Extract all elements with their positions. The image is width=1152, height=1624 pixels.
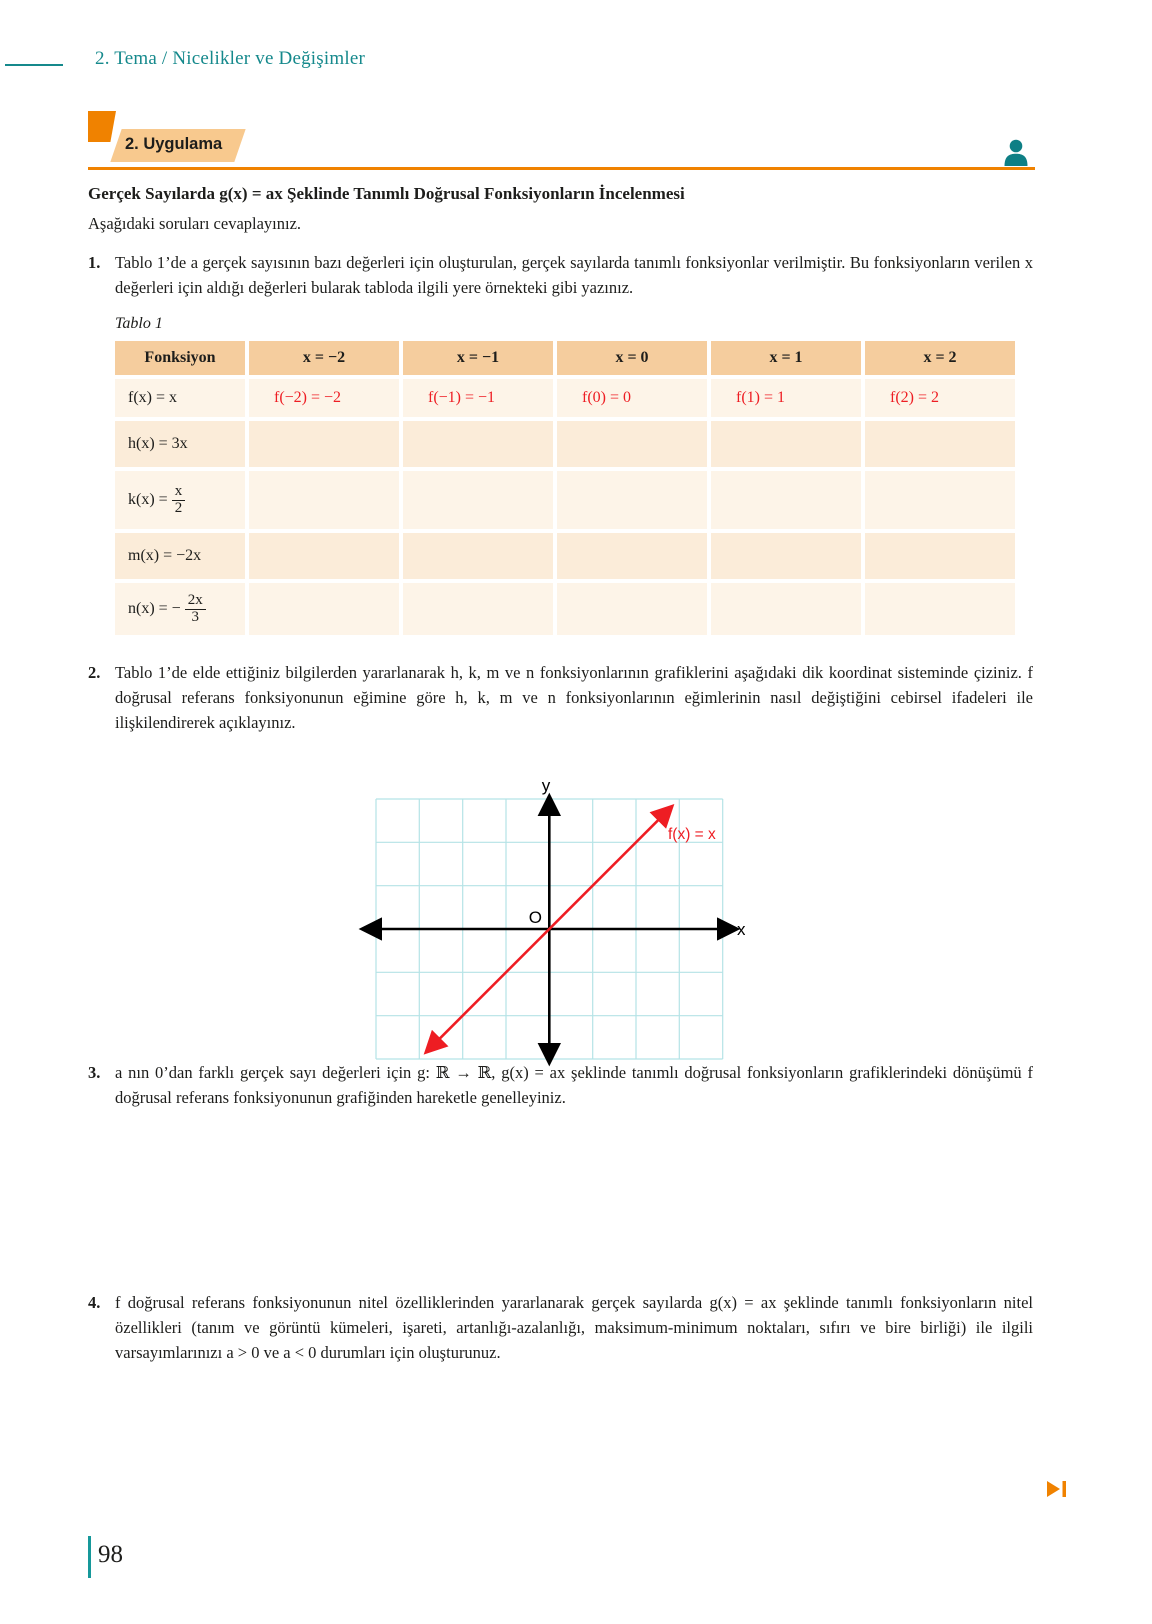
next-page-icon[interactable] <box>1046 1480 1068 1498</box>
question-2: 2. Tablo 1’de elde ettiğiniz bilgilerden… <box>88 660 1033 735</box>
table-func-cell: f(x) = x <box>115 379 245 417</box>
table-answer-cell <box>403 421 553 467</box>
fraction: 2x 3 <box>184 592 206 626</box>
question-1-text: Tablo 1’de a gerçek sayısının bazı değer… <box>115 253 1033 297</box>
table-answer-cell <box>403 533 553 579</box>
origin-label: O <box>529 908 542 927</box>
table-value-cell: f(−1) = −1 <box>403 379 553 417</box>
banner-underline <box>88 167 1035 170</box>
question-3: 3. a nın 0’dan farklı gerçek sayı değerl… <box>88 1060 1033 1110</box>
table-func-cell: h(x) = 3x <box>115 421 245 467</box>
fraction: x 2 <box>171 483 186 517</box>
function-table: Fonksiyon x = −2 x = −1 x = 0 x = 1 x = … <box>115 341 1015 635</box>
table-answer-cell <box>557 421 707 467</box>
table-header-cell: x = −1 <box>403 341 553 375</box>
table-func-cell: k(x) = x 2 <box>115 471 245 529</box>
table-answer-cell <box>249 421 399 467</box>
reference-line <box>423 803 675 1055</box>
page-title: Gerçek Sayılarda g(x) = ax Şeklinde Tanı… <box>88 184 685 203</box>
header-rule <box>5 64 63 66</box>
intro-text: Aşağıdaki soruları cevaplayınız. <box>88 214 302 233</box>
table-header-cell: x = −2 <box>249 341 399 375</box>
page-number-bar <box>88 1536 91 1578</box>
table-answer-cell <box>865 583 1015 635</box>
table-value-cell: f(0) = 0 <box>557 379 707 417</box>
y-axis-label: y <box>542 776 551 795</box>
table-answer-cell <box>249 471 399 529</box>
table-value-cell: f(1) = 1 <box>711 379 861 417</box>
question-2-text: Tablo 1’de elde ettiğiniz bilgilerden ya… <box>115 663 1033 732</box>
table-func-cell: m(x) = −2x <box>115 533 245 579</box>
banner-accent-square <box>88 111 116 142</box>
question-2-number: 2. <box>88 663 101 682</box>
x-axis-label: x <box>737 920 745 939</box>
table-value-cell: f(−2) = −2 <box>249 379 399 417</box>
table-answer-cell <box>711 421 861 467</box>
table-answer-cell <box>711 533 861 579</box>
table-answer-cell <box>711 471 861 529</box>
section-title: 2. Uygulama <box>125 135 223 153</box>
table-header-cell: x = 0 <box>557 341 707 375</box>
table-answer-cell <box>249 533 399 579</box>
table-answer-cell <box>865 471 1015 529</box>
question-3-text: a nın 0’dan farklı gerçek sayı değerleri… <box>115 1063 1033 1107</box>
table-caption: Tablo 1 <box>115 315 163 332</box>
line-label: f(x) = x <box>668 826 716 843</box>
question-4-number: 4. <box>88 1293 101 1312</box>
table-func-cell: n(x) = − 2x 3 <box>115 583 245 635</box>
table-answer-cell <box>403 471 553 529</box>
table-answer-cell <box>403 583 553 635</box>
table-answer-cell <box>557 533 707 579</box>
coordinate-grid: y x O f(x) = x <box>358 776 745 1067</box>
question-4-text: f doğrusal referans fonksiyonunun nitel … <box>115 1293 1033 1362</box>
table-header-cell: Fonksiyon <box>115 341 245 375</box>
table-answer-cell <box>865 533 1015 579</box>
table-answer-cell <box>557 471 707 529</box>
page-number: 98 <box>98 1541 123 1568</box>
person-icon[interactable] <box>1001 138 1031 168</box>
table-answer-cell <box>249 583 399 635</box>
question-1: 1. Tablo 1’de a gerçek sayısının bazı de… <box>88 250 1033 300</box>
table-header-cell: x = 2 <box>865 341 1015 375</box>
table-answer-cell <box>865 421 1015 467</box>
table-answer-cell <box>557 583 707 635</box>
breadcrumb: 2. Tema / Nicelikler ve Değişimler <box>95 48 365 69</box>
question-1-number: 1. <box>88 253 101 272</box>
question-4: 4. f doğrusal referans fonksiyonunun nit… <box>88 1290 1033 1365</box>
table-value-cell: f(2) = 2 <box>865 379 1015 417</box>
table-answer-cell <box>711 583 861 635</box>
question-3-number: 3. <box>88 1063 101 1082</box>
table-header-cell: x = 1 <box>711 341 861 375</box>
